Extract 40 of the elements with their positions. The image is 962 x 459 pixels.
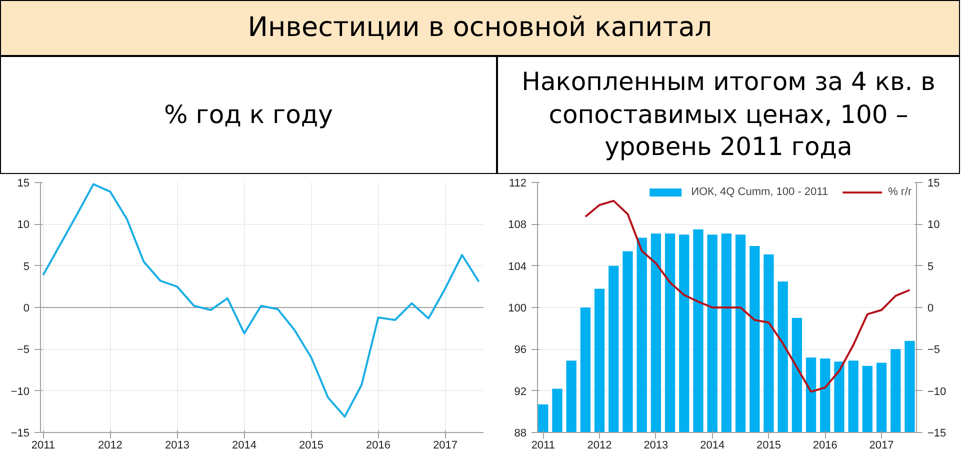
y-tick-label: 0 — [23, 302, 30, 314]
x-tick-label: 2013 — [164, 440, 190, 452]
y2-tick-label: 15 — [928, 178, 940, 190]
y2-tick-label: −15 — [928, 428, 946, 440]
x-tick-label: 2012 — [587, 440, 612, 452]
y-tick-label: −15 — [10, 428, 30, 440]
legend-label: ИОК, 4Q Cumm, 100 - 2011 — [691, 186, 828, 198]
y-tick-label: 5 — [23, 260, 30, 273]
y2-tick-label: −10 — [928, 386, 946, 398]
y-tick-label: 108 — [508, 219, 527, 232]
x-tick-label: 2015 — [299, 440, 324, 452]
y-tick-label: 104 — [508, 260, 527, 273]
y-tick-label: 15 — [17, 178, 30, 190]
y-tick-label: 96 — [514, 344, 527, 356]
y-tick-label: 88 — [514, 428, 527, 440]
x-tick-label: 2014 — [232, 440, 256, 452]
x-tick-label: 2011 — [531, 440, 555, 452]
x-tick-label: 2016 — [366, 440, 391, 452]
x-tick-label: 2015 — [756, 440, 781, 452]
y2-tick-label: −5 — [928, 344, 940, 356]
x-tick-label: 2017 — [433, 440, 458, 452]
chart-subtitle: % год к году — [164, 98, 333, 131]
x-tick-label: 2017 — [869, 440, 894, 452]
y-tick-label: 112 — [508, 178, 527, 190]
y-tick-label: −5 — [16, 344, 30, 356]
chart-subtitle: Накопленным итогом за 4 кв. в сопоставимых ценах, 100 – уровень 2011 года — [520, 66, 936, 164]
y-tick-label: 10 — [17, 219, 30, 232]
y-tick-label: 92 — [514, 386, 527, 398]
chart-title: Инвестиции в основной капитал — [248, 11, 712, 46]
x-tick-label: 2011 — [31, 440, 56, 452]
x-tick-label: 2016 — [812, 440, 838, 452]
y-tick-label: −10 — [10, 386, 30, 398]
x-tick-label: 2012 — [98, 440, 122, 452]
y2-tick-label: 0 — [928, 302, 934, 314]
x-tick-label: 2014 — [700, 440, 725, 452]
y-tick-label: 100 — [508, 302, 527, 314]
legend-label: % г/г — [888, 186, 912, 198]
y2-tick-label: 5 — [928, 260, 934, 273]
x-tick-label: 2013 — [644, 440, 668, 452]
y2-tick-label: 10 — [928, 219, 940, 232]
